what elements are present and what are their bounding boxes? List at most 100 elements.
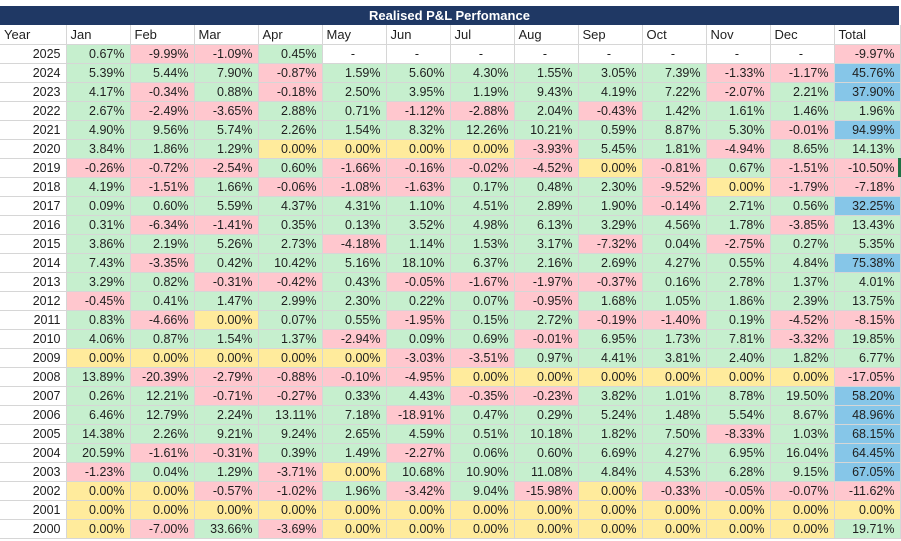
month-cell-jan[interactable]: -0.26% <box>66 158 131 178</box>
month-cell-may[interactable]: 0.33% <box>322 386 387 406</box>
total-cell[interactable]: 13.75% <box>834 291 901 311</box>
month-cell-feb[interactable]: -0.34% <box>130 82 195 102</box>
total-cell[interactable]: -8.15% <box>834 310 901 330</box>
total-cell[interactable]: -17.05% <box>834 367 901 387</box>
month-cell-feb[interactable]: -9.99% <box>130 44 195 64</box>
month-cell-oct[interactable]: 0.00% <box>642 367 707 387</box>
month-cell-feb[interactable]: -4.66% <box>130 310 195 330</box>
column-header-oct[interactable]: Oct <box>642 25 707 45</box>
month-cell-feb[interactable]: 9.56% <box>130 120 195 140</box>
month-cell-jul[interactable]: 0.06% <box>450 443 515 463</box>
month-cell-sep[interactable]: -7.32% <box>578 234 643 254</box>
total-cell[interactable]: 13.43% <box>834 215 901 235</box>
month-cell-feb[interactable]: 12.21% <box>130 386 195 406</box>
month-cell-oct[interactable]: 4.53% <box>642 462 707 482</box>
month-cell-jan[interactable]: 0.26% <box>66 386 131 406</box>
month-cell-oct[interactable]: -0.14% <box>642 196 707 216</box>
month-cell-jun[interactable]: 0.09% <box>386 329 451 349</box>
total-cell[interactable]: 6.77% <box>834 348 901 368</box>
month-cell-apr[interactable]: -0.87% <box>258 63 323 83</box>
month-cell-aug[interactable]: 2.04% <box>514 101 579 121</box>
month-cell-aug[interactable]: 0.48% <box>514 177 579 197</box>
month-cell-mar[interactable]: 0.00% <box>194 310 259 330</box>
year-cell[interactable]: 2021 <box>0 120 67 140</box>
year-cell[interactable]: 2020 <box>0 139 67 159</box>
month-cell-sep[interactable]: 2.69% <box>578 253 643 273</box>
month-cell-sep[interactable]: -0.37% <box>578 272 643 292</box>
month-cell-jul[interactable]: -0.02% <box>450 158 515 178</box>
month-cell-feb[interactable]: 0.41% <box>130 291 195 311</box>
year-cell[interactable]: 2006 <box>0 405 67 425</box>
month-cell-may[interactable]: 0.00% <box>322 462 387 482</box>
month-cell-oct[interactable]: 0.00% <box>642 500 707 520</box>
month-cell-may[interactable]: 0.71% <box>322 101 387 121</box>
month-cell-apr[interactable]: 0.45% <box>258 44 323 64</box>
month-cell-sep[interactable]: -0.19% <box>578 310 643 330</box>
year-cell[interactable]: 2013 <box>0 272 67 292</box>
month-cell-apr[interactable]: 0.35% <box>258 215 323 235</box>
month-cell-aug[interactable]: 2.89% <box>514 196 579 216</box>
month-cell-mar[interactable]: -3.65% <box>194 101 259 121</box>
month-cell-apr[interactable]: -1.02% <box>258 481 323 501</box>
month-cell-may[interactable]: 2.30% <box>322 291 387 311</box>
month-cell-aug[interactable]: - <box>514 44 579 64</box>
total-cell[interactable]: 75.38% <box>834 253 901 273</box>
month-cell-jul[interactable]: 0.00% <box>450 500 515 520</box>
month-cell-aug[interactable]: 0.00% <box>514 500 579 520</box>
month-cell-jul[interactable]: 4.98% <box>450 215 515 235</box>
month-cell-sep[interactable]: 0.00% <box>578 500 643 520</box>
month-cell-sep[interactable]: 4.41% <box>578 348 643 368</box>
month-cell-feb[interactable]: 2.19% <box>130 234 195 254</box>
month-cell-jan[interactable]: 3.86% <box>66 234 131 254</box>
month-cell-nov[interactable]: 0.00% <box>706 500 771 520</box>
month-cell-jan[interactable]: 6.46% <box>66 405 131 425</box>
month-cell-may[interactable]: 1.54% <box>322 120 387 140</box>
year-cell[interactable]: 2003 <box>0 462 67 482</box>
month-cell-mar[interactable]: -1.09% <box>194 44 259 64</box>
month-cell-nov[interactable]: -2.07% <box>706 82 771 102</box>
month-cell-dec[interactable]: -0.07% <box>770 481 835 501</box>
year-cell[interactable]: 2018 <box>0 177 67 197</box>
month-cell-mar[interactable]: -2.54% <box>194 158 259 178</box>
month-cell-aug[interactable]: -0.95% <box>514 291 579 311</box>
month-cell-jan[interactable]: 4.90% <box>66 120 131 140</box>
total-cell[interactable]: 37.90% <box>834 82 901 102</box>
month-cell-apr[interactable]: 0.07% <box>258 310 323 330</box>
month-cell-jan[interactable]: 0.00% <box>66 481 131 501</box>
month-cell-apr[interactable]: 0.00% <box>258 139 323 159</box>
month-cell-apr[interactable]: 2.99% <box>258 291 323 311</box>
month-cell-jul[interactable]: 9.04% <box>450 481 515 501</box>
month-cell-sep[interactable]: 6.69% <box>578 443 643 463</box>
month-cell-mar[interactable]: 5.26% <box>194 234 259 254</box>
month-cell-apr[interactable]: 2.26% <box>258 120 323 140</box>
month-cell-feb[interactable]: 2.26% <box>130 424 195 444</box>
month-cell-may[interactable]: 1.49% <box>322 443 387 463</box>
month-cell-mar[interactable]: -2.79% <box>194 367 259 387</box>
month-cell-jul[interactable]: 6.37% <box>450 253 515 273</box>
total-cell[interactable]: 58.20% <box>834 386 901 406</box>
month-cell-apr[interactable]: 2.73% <box>258 234 323 254</box>
month-cell-mar[interactable]: -0.71% <box>194 386 259 406</box>
month-cell-nov[interactable]: 5.54% <box>706 405 771 425</box>
month-cell-jun[interactable]: -2.27% <box>386 443 451 463</box>
month-cell-mar[interactable]: 0.42% <box>194 253 259 273</box>
month-cell-nov[interactable]: 5.30% <box>706 120 771 140</box>
month-cell-sep[interactable]: 3.05% <box>578 63 643 83</box>
month-cell-dec[interactable]: 0.27% <box>770 234 835 254</box>
month-cell-mar[interactable]: 0.00% <box>194 348 259 368</box>
year-cell[interactable]: 2000 <box>0 519 67 539</box>
month-cell-may[interactable]: 0.00% <box>322 139 387 159</box>
month-cell-aug[interactable]: 0.29% <box>514 405 579 425</box>
month-cell-dec[interactable]: - <box>770 44 835 64</box>
total-cell[interactable]: 64.45% <box>834 443 901 463</box>
month-cell-oct[interactable]: 7.22% <box>642 82 707 102</box>
year-cell[interactable]: 2022 <box>0 101 67 121</box>
month-cell-jan[interactable]: 0.00% <box>66 519 131 539</box>
month-cell-dec[interactable]: 0.56% <box>770 196 835 216</box>
month-cell-jul[interactable]: - <box>450 44 515 64</box>
month-cell-jun[interactable]: -3.42% <box>386 481 451 501</box>
month-cell-jan[interactable]: 4.06% <box>66 329 131 349</box>
column-header-feb[interactable]: Feb <box>130 25 195 45</box>
month-cell-aug[interactable]: 0.97% <box>514 348 579 368</box>
year-cell[interactable]: 2009 <box>0 348 67 368</box>
